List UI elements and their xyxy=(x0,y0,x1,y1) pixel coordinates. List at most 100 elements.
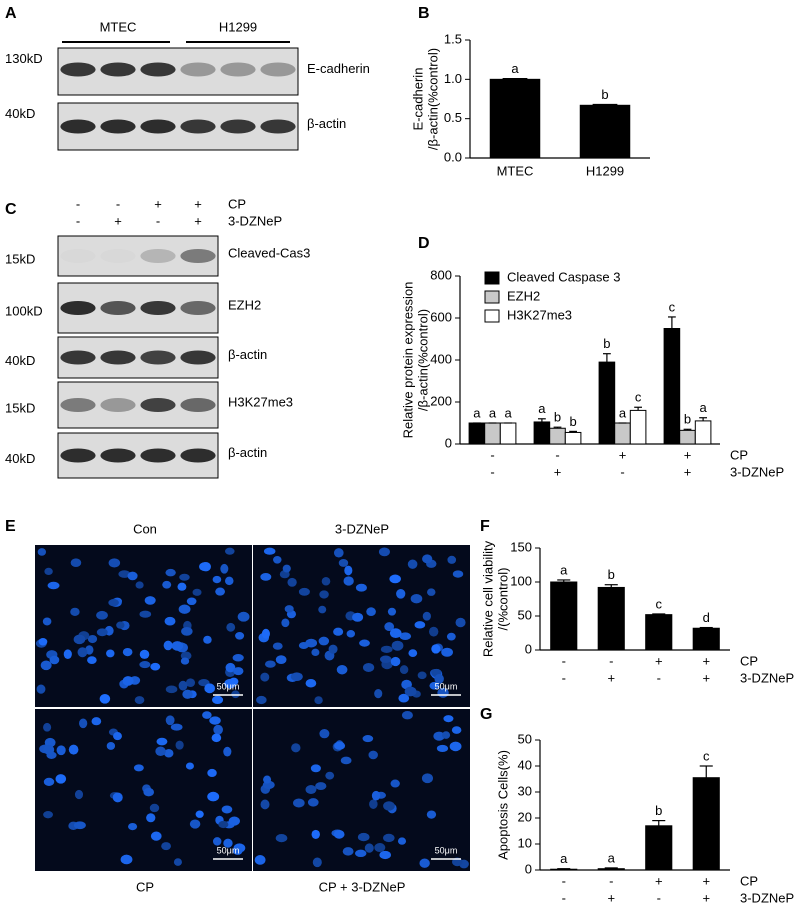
nucleus xyxy=(404,686,417,697)
y-axis-label: Apoptosis Cells(%) xyxy=(495,750,510,860)
nucleus xyxy=(362,735,374,743)
y-tick-label: 800 xyxy=(430,267,452,282)
significance-letter: c xyxy=(656,596,663,611)
nucleus xyxy=(291,743,301,753)
bar xyxy=(597,868,625,871)
nucleus xyxy=(212,575,222,584)
significance-letter: a xyxy=(538,401,546,416)
nucleus xyxy=(178,604,191,614)
nucleus xyxy=(298,587,310,596)
y-tick-label: 0 xyxy=(445,435,452,450)
nucleus xyxy=(318,605,327,614)
nucleus xyxy=(446,632,456,641)
condition-name: CP xyxy=(740,653,758,668)
nucleus xyxy=(215,587,225,596)
condition-sign: + xyxy=(154,196,162,211)
panel-label: B xyxy=(418,5,430,22)
nucleus xyxy=(346,629,356,638)
protein-label: Cleaved-Cas3 xyxy=(228,245,310,260)
nucleus xyxy=(366,607,376,616)
blot-band xyxy=(60,301,96,315)
nucleus xyxy=(429,626,439,637)
legend-swatch xyxy=(484,290,500,304)
nucleus xyxy=(284,605,294,613)
y-tick-label: 400 xyxy=(430,351,452,366)
nucleus xyxy=(77,647,88,658)
error-bar xyxy=(604,867,618,869)
nucleus xyxy=(427,588,436,596)
significance-letter: a xyxy=(504,405,512,420)
panel-label: C xyxy=(5,201,17,218)
blot-band xyxy=(100,398,136,412)
significance-letter: a xyxy=(560,562,568,577)
nucleus xyxy=(254,855,266,865)
nucleus xyxy=(36,684,46,694)
significance-letter: d xyxy=(703,610,710,625)
nucleus xyxy=(108,558,121,568)
nucleus xyxy=(170,723,183,731)
error-bar xyxy=(538,418,546,422)
nucleus xyxy=(312,857,322,868)
nucleus xyxy=(333,829,345,839)
blot-band xyxy=(220,119,256,134)
error-bar xyxy=(603,353,611,363)
blot-band xyxy=(60,119,96,134)
blot xyxy=(57,432,219,479)
nucleus xyxy=(447,555,457,564)
y-axis-label: /(%control) xyxy=(495,568,510,631)
error-bar xyxy=(668,316,676,329)
bar xyxy=(614,422,631,445)
nucleus xyxy=(212,695,224,705)
blot-band xyxy=(60,62,96,77)
error-bar xyxy=(699,626,713,629)
condition-sign: + xyxy=(619,447,627,462)
bar xyxy=(645,825,673,871)
blot-band xyxy=(100,62,136,77)
condition-name: 3-DZNeP xyxy=(228,213,282,228)
blot-band xyxy=(180,448,216,463)
condition-sign: - xyxy=(620,464,624,479)
nucleus xyxy=(79,718,88,729)
nucleus xyxy=(368,750,378,760)
blot xyxy=(57,47,299,96)
significance-letter: a xyxy=(473,405,481,420)
blot-band xyxy=(100,448,136,463)
nucleus xyxy=(43,811,53,819)
group-label: MTEC xyxy=(100,19,137,34)
condition-sign: - xyxy=(657,890,661,905)
nucleus xyxy=(218,820,229,829)
bar xyxy=(679,429,696,445)
nucleus xyxy=(211,733,222,743)
nucleus xyxy=(56,745,66,756)
nucleus xyxy=(311,648,320,657)
nucleus xyxy=(455,617,466,628)
y-tick-label: 600 xyxy=(430,309,452,324)
nucleus xyxy=(112,792,123,803)
protein-label: β-actin xyxy=(307,116,346,131)
nucleus xyxy=(185,678,196,688)
nucleus xyxy=(355,583,367,592)
y-axis-label: Relative cell viability xyxy=(480,540,495,657)
nucleus xyxy=(390,779,400,788)
bar xyxy=(694,420,712,445)
nucleus xyxy=(212,837,222,846)
nucleus xyxy=(305,785,317,794)
condition-sign: + xyxy=(702,670,710,685)
protein-label: β-actin xyxy=(228,347,267,362)
blot-band xyxy=(60,350,96,365)
nucleus xyxy=(390,656,401,667)
protein-label: EZH2 xyxy=(228,297,261,312)
nucleus xyxy=(229,677,239,686)
blot-band xyxy=(140,62,176,77)
nucleus xyxy=(204,683,216,694)
nucleus xyxy=(355,849,367,858)
condition-sign: + xyxy=(194,196,202,211)
condition-name: 3-DZNeP xyxy=(740,670,794,685)
y-tick-label: 100 xyxy=(510,573,532,588)
nucleus xyxy=(379,850,391,860)
marker-size: 15kD xyxy=(5,400,35,415)
blot-membrane xyxy=(57,102,299,151)
y-tick-label: 50 xyxy=(518,607,532,622)
nucleus xyxy=(74,789,84,800)
legend-swatch xyxy=(484,271,500,285)
